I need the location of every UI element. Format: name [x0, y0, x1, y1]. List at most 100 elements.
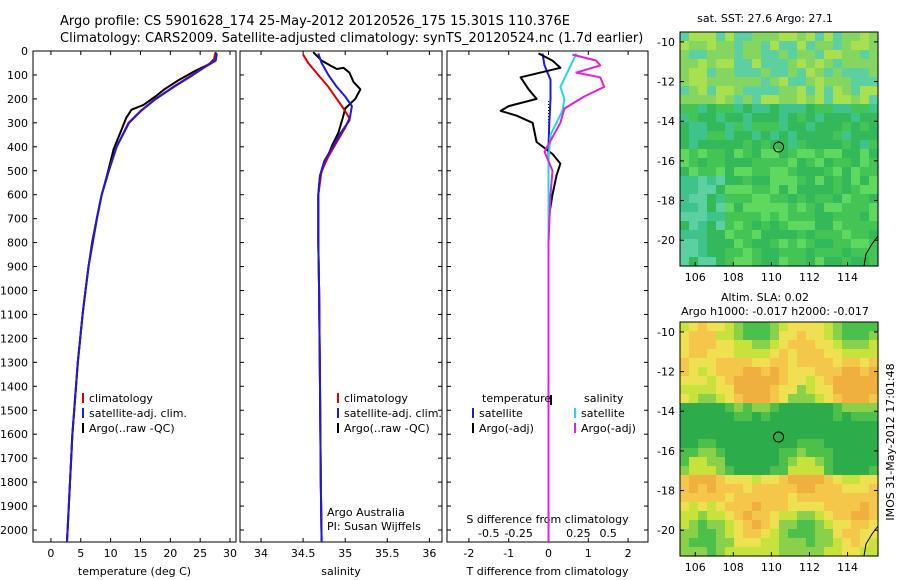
map-cell [797, 538, 807, 548]
map-cell [725, 86, 735, 96]
map-cell [860, 421, 870, 431]
map-cell [869, 466, 879, 476]
map-cell [734, 385, 744, 395]
map-cell [707, 68, 717, 78]
map-cell [806, 475, 816, 485]
map-cell [842, 239, 852, 249]
map-cell [842, 466, 852, 476]
map-cell [815, 394, 825, 404]
map-cell [698, 104, 708, 114]
map-cell [743, 113, 753, 123]
map-cell [779, 367, 789, 377]
map-cell [806, 113, 816, 123]
map-cell [860, 185, 870, 195]
map-cell [743, 257, 753, 267]
x-tick-label: 1 [585, 547, 592, 560]
map-cell [860, 448, 870, 458]
map-cell [869, 412, 879, 422]
map-y-tick-label: -16 [657, 155, 675, 168]
map-cell [788, 176, 798, 186]
map-cell [689, 421, 699, 431]
map-cell [869, 149, 879, 159]
map-cell [770, 475, 780, 485]
map-cell [869, 484, 879, 494]
map-cell [779, 212, 789, 222]
map-cell [788, 493, 798, 503]
x-tick-label: 0 [47, 547, 54, 560]
map-cell [707, 367, 717, 377]
map-cell [797, 403, 807, 413]
map-cell [788, 367, 798, 377]
map-cell [851, 41, 861, 51]
map-cell [743, 149, 753, 159]
map-cell [869, 194, 879, 204]
map-cell [680, 149, 690, 159]
map-cell [842, 68, 852, 78]
map-cell [833, 403, 843, 413]
map-cell [707, 104, 717, 114]
map-cell [761, 221, 771, 231]
map-cell [779, 322, 789, 332]
map-cell [788, 221, 798, 231]
map-cell [752, 331, 762, 341]
map-cell [788, 430, 798, 440]
map-cell [833, 475, 843, 485]
map-cell [752, 538, 762, 548]
map-cell [689, 104, 699, 114]
map-cell [788, 385, 798, 395]
map-cell [680, 248, 690, 258]
map-cell [698, 221, 708, 231]
map-cell [833, 493, 843, 503]
map-cell [842, 257, 852, 267]
map-cell [752, 41, 762, 51]
map-cell [824, 239, 834, 249]
map-cell [833, 158, 843, 168]
map-cell [734, 41, 744, 51]
map-cell [689, 131, 699, 141]
map-cell [680, 457, 690, 467]
map-cell [779, 520, 789, 530]
map-cell [680, 212, 690, 222]
map-cell [698, 358, 708, 368]
map-cell [770, 448, 780, 458]
map-cell [698, 430, 708, 440]
map-cell [680, 230, 690, 240]
map-cell [707, 212, 717, 222]
map-cell [815, 122, 825, 132]
map-cell [707, 448, 717, 458]
map-y-tick-label: -20 [657, 234, 675, 247]
map-cell [743, 529, 753, 539]
map-cell [734, 421, 744, 431]
map-cell [698, 421, 708, 431]
map-cell [842, 448, 852, 458]
map-cell [761, 349, 771, 359]
map-cell [707, 230, 717, 240]
map-cell [689, 394, 699, 404]
map-cell [770, 547, 780, 557]
map-cell [869, 68, 879, 78]
map-cell [788, 203, 798, 213]
map-cell [698, 448, 708, 458]
map-cell [743, 32, 753, 42]
map-cell [806, 248, 816, 258]
map-cell [869, 140, 879, 150]
map-cell [734, 466, 744, 476]
map-cell [815, 257, 825, 267]
map-cell [707, 403, 717, 413]
map-cell [842, 484, 852, 494]
map-cell [833, 248, 843, 258]
map-cell [779, 466, 789, 476]
y-tick-label: 900 [7, 261, 28, 274]
map-cell [869, 167, 879, 177]
map-cell [824, 493, 834, 503]
map-cell [824, 331, 834, 341]
map-cell [797, 385, 807, 395]
map-cell [770, 149, 780, 159]
map-cell [860, 41, 870, 51]
map-cell [797, 511, 807, 521]
map-cell [689, 167, 699, 177]
map-cell [725, 448, 735, 458]
map-cell [842, 358, 852, 368]
map-cell [743, 331, 753, 341]
map-cell [716, 122, 726, 132]
